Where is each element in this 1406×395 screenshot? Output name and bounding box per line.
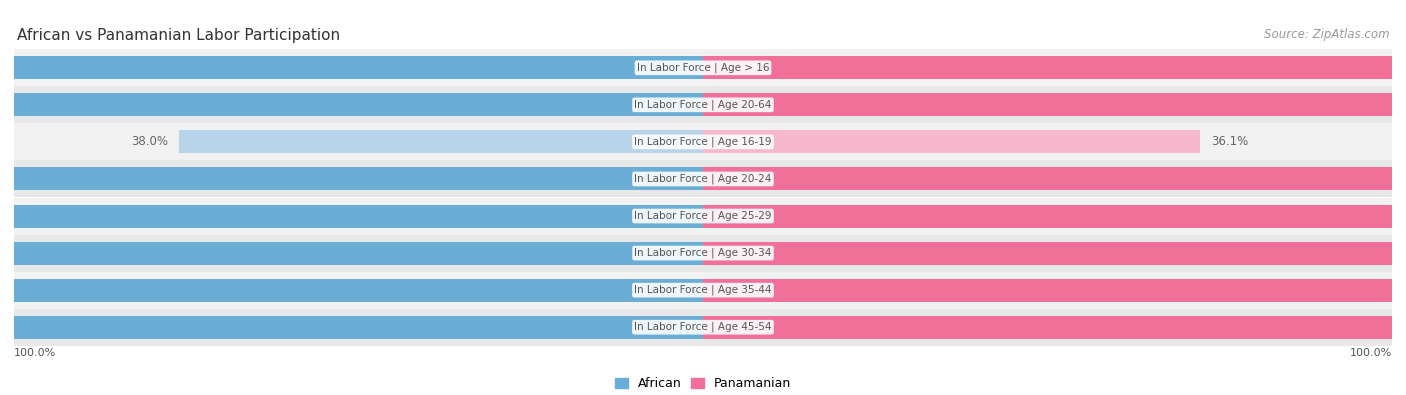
Text: 36.1%: 36.1% xyxy=(1212,135,1249,149)
Text: In Labor Force | Age > 16: In Labor Force | Age > 16 xyxy=(637,62,769,73)
Bar xyxy=(14,123,1392,160)
Bar xyxy=(14,308,1392,346)
Bar xyxy=(703,242,1406,265)
Bar xyxy=(14,272,1392,308)
Bar xyxy=(14,160,1392,198)
Text: 100.0%: 100.0% xyxy=(1350,348,1392,358)
Bar xyxy=(703,130,1201,153)
Bar xyxy=(0,56,703,79)
Bar xyxy=(180,130,703,153)
Legend: African, Panamanian: African, Panamanian xyxy=(610,372,796,395)
Bar xyxy=(0,93,703,117)
Bar xyxy=(14,49,1392,87)
Text: In Labor Force | Age 20-24: In Labor Force | Age 20-24 xyxy=(634,174,772,184)
Bar xyxy=(703,56,1406,79)
Text: In Labor Force | Age 20-64: In Labor Force | Age 20-64 xyxy=(634,100,772,110)
Text: In Labor Force | Age 35-44: In Labor Force | Age 35-44 xyxy=(634,285,772,295)
Text: In Labor Force | Age 45-54: In Labor Force | Age 45-54 xyxy=(634,322,772,333)
Bar xyxy=(703,278,1406,302)
Text: In Labor Force | Age 16-19: In Labor Force | Age 16-19 xyxy=(634,137,772,147)
Bar xyxy=(0,278,703,302)
Bar xyxy=(703,205,1406,228)
Bar xyxy=(0,167,703,190)
Bar xyxy=(703,316,1406,339)
Bar xyxy=(14,235,1392,272)
Text: African vs Panamanian Labor Participation: African vs Panamanian Labor Participatio… xyxy=(17,28,340,43)
Bar xyxy=(703,167,1406,190)
Text: In Labor Force | Age 25-29: In Labor Force | Age 25-29 xyxy=(634,211,772,221)
Bar xyxy=(14,198,1392,235)
Text: 100.0%: 100.0% xyxy=(14,348,56,358)
Bar xyxy=(703,93,1406,117)
Bar xyxy=(0,205,703,228)
Bar xyxy=(0,316,703,339)
Text: In Labor Force | Age 30-34: In Labor Force | Age 30-34 xyxy=(634,248,772,258)
Text: 38.0%: 38.0% xyxy=(131,135,169,149)
Text: Source: ZipAtlas.com: Source: ZipAtlas.com xyxy=(1264,28,1389,41)
Bar xyxy=(14,87,1392,123)
Bar xyxy=(0,242,703,265)
